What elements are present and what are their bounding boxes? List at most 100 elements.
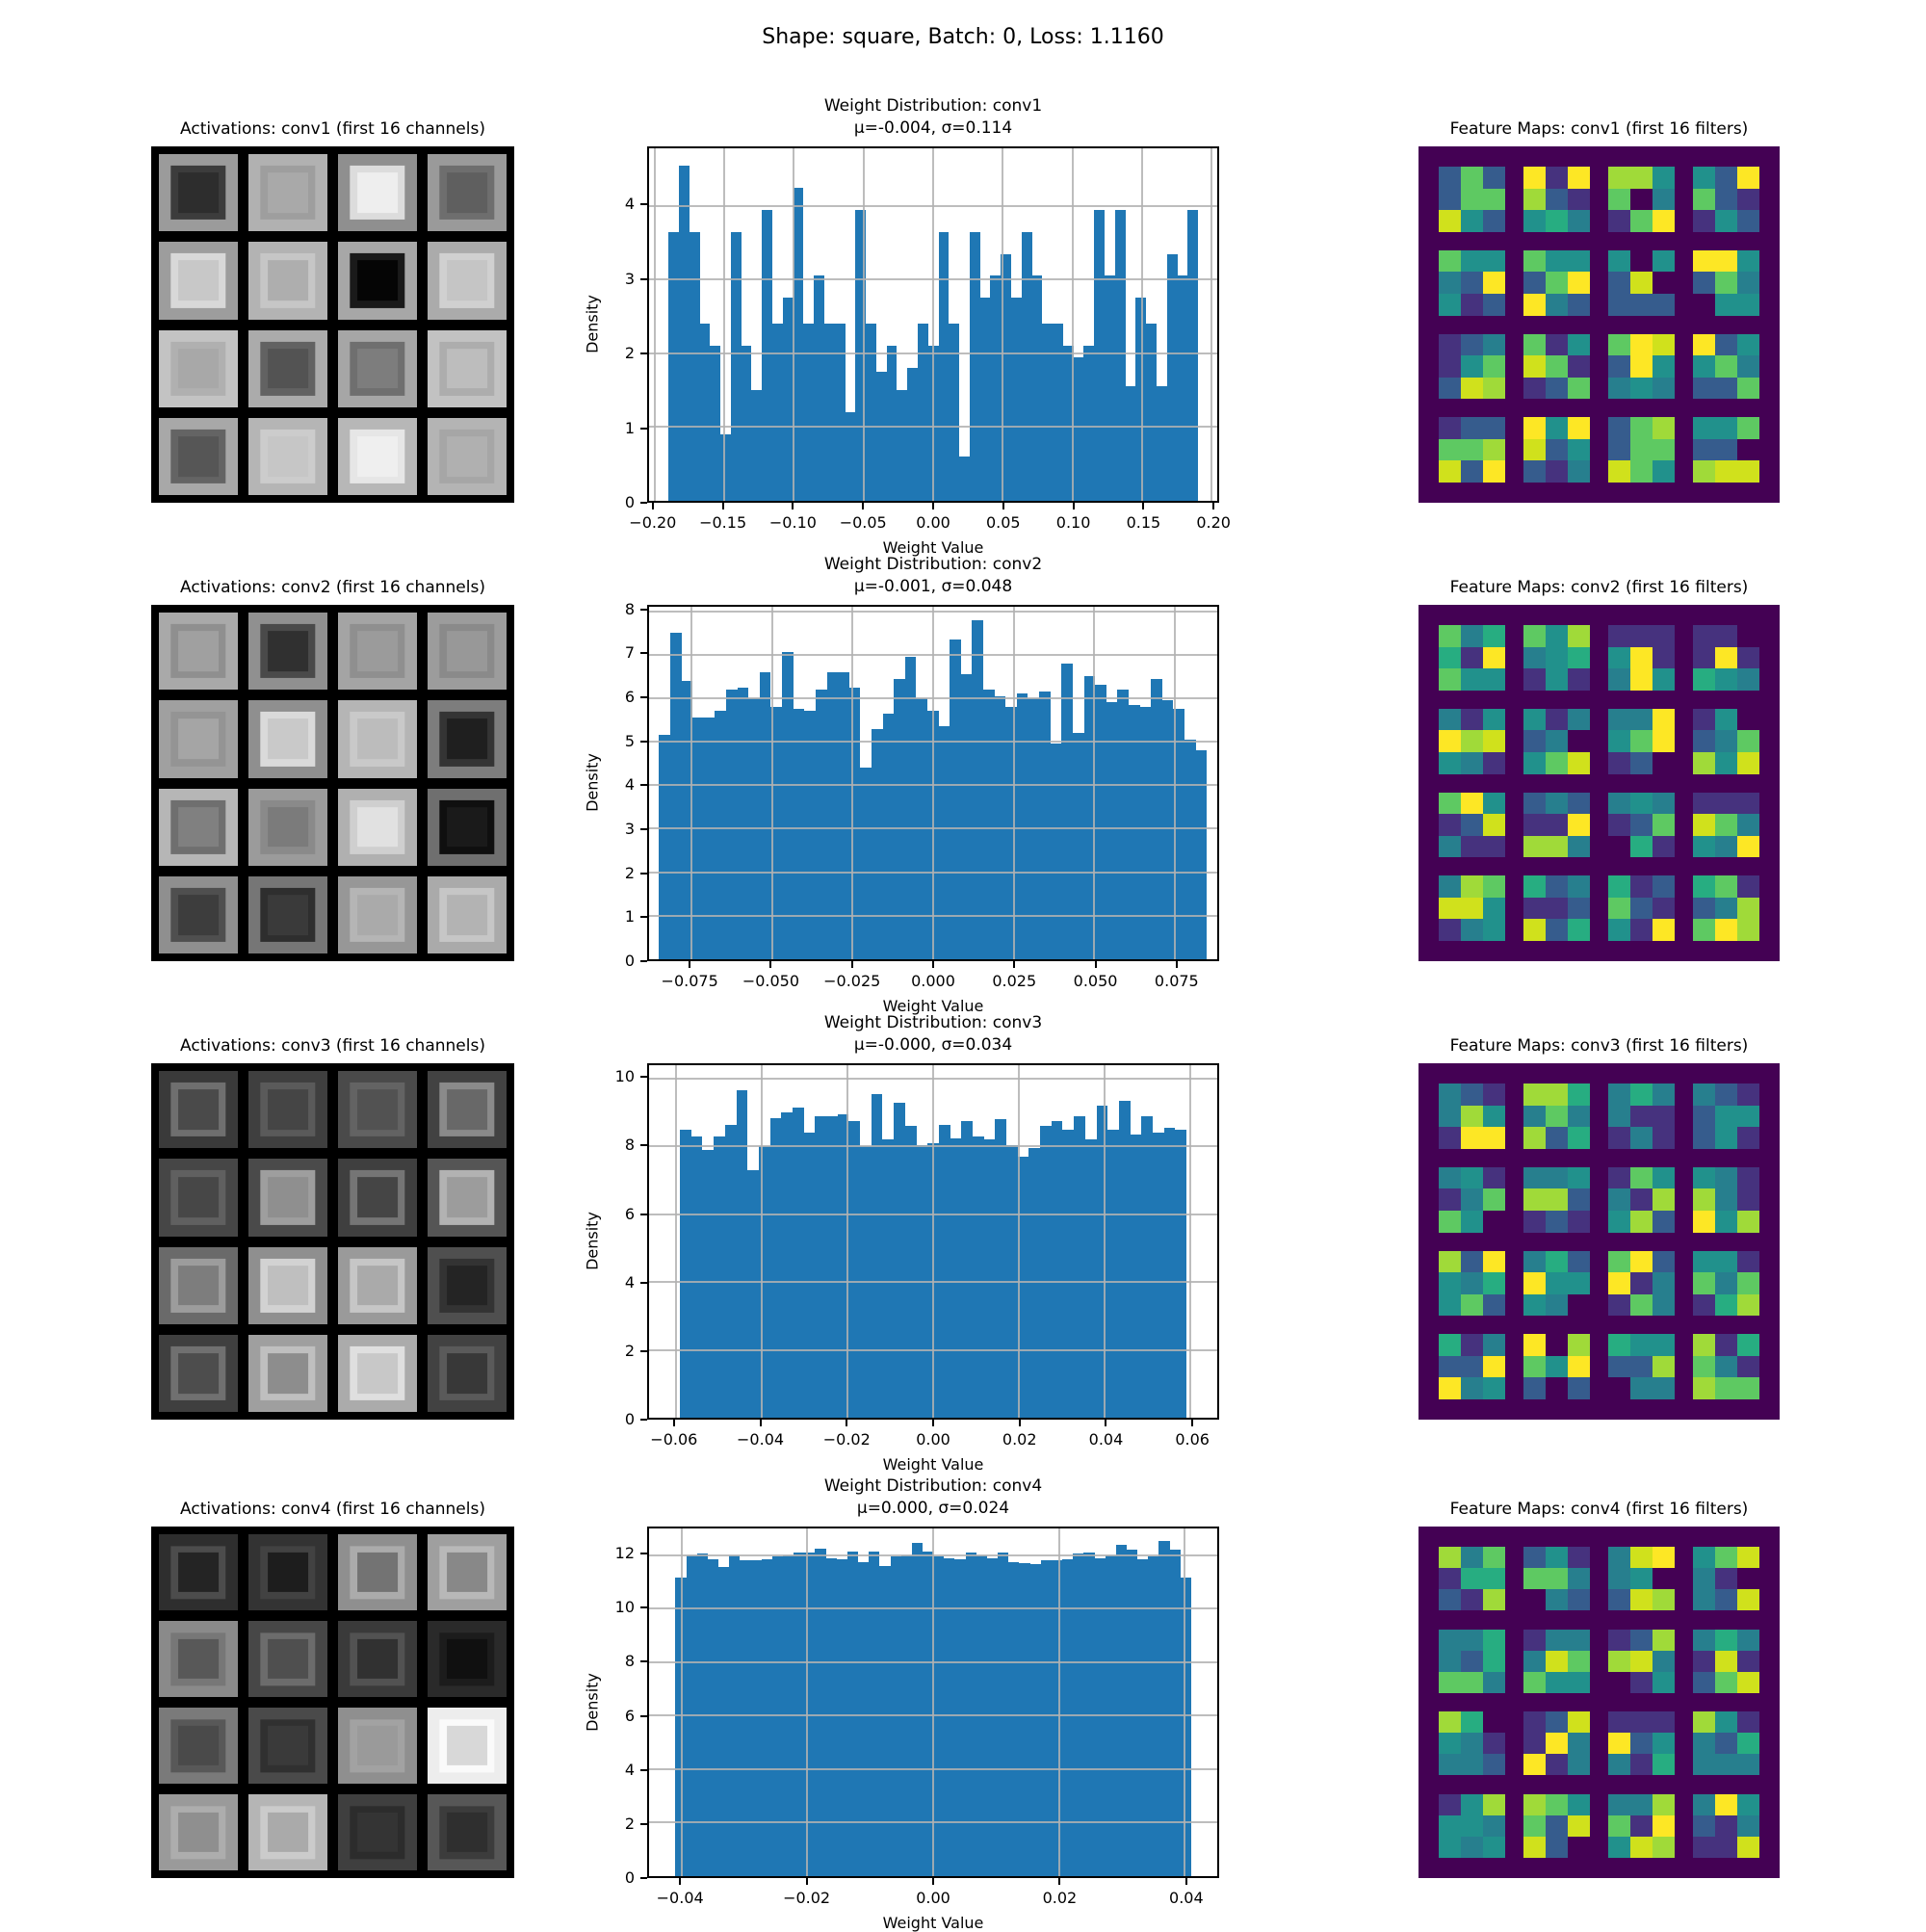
feature-map-tile xyxy=(1693,625,1759,691)
fm-pixel xyxy=(1546,730,1568,752)
fm-pixel xyxy=(1568,1083,1590,1106)
fm-pixel xyxy=(1461,1105,1483,1128)
activation-cell xyxy=(248,1708,327,1784)
fm-pixel xyxy=(1608,1793,1630,1815)
y-tickmark xyxy=(640,1768,647,1771)
activation-cell xyxy=(159,700,238,778)
fm-pixel xyxy=(1630,1377,1653,1399)
fm-pixel xyxy=(1523,1105,1546,1128)
y-gridline xyxy=(649,610,1217,613)
hist-bar xyxy=(969,231,980,501)
hist-bar xyxy=(1151,678,1162,959)
fm-pixel xyxy=(1546,1815,1568,1837)
hist-bar xyxy=(866,324,876,501)
fm-pixel xyxy=(1693,188,1715,211)
fm-pixel xyxy=(1483,1650,1505,1672)
fm-pixel xyxy=(1653,249,1675,273)
activation-cell xyxy=(248,1159,327,1237)
fm-pixel xyxy=(1568,1793,1590,1815)
hist-bar xyxy=(838,671,849,959)
y-tick-label: 5 xyxy=(624,731,635,750)
fm-pixel xyxy=(1693,1083,1715,1106)
fm-pixel xyxy=(1653,1733,1675,1755)
fm-pixel xyxy=(1483,377,1505,400)
feature-map-tile xyxy=(1693,417,1759,483)
activation-frame xyxy=(350,166,405,221)
x-gridline xyxy=(1104,1065,1106,1418)
x-tick-label: 0.10 xyxy=(1055,513,1091,532)
x-gridline xyxy=(674,1065,677,1418)
y-gridline xyxy=(649,653,1217,656)
activation-frame xyxy=(350,1632,405,1686)
y-tick-label: 10 xyxy=(614,1598,635,1617)
fm-pixel xyxy=(1653,919,1675,941)
activation-frame xyxy=(260,799,316,854)
activation-frame xyxy=(260,1545,316,1600)
fm-pixel xyxy=(1630,188,1653,211)
fm-pixel xyxy=(1693,167,1715,189)
fm-pixel xyxy=(1546,646,1568,669)
activation-square xyxy=(177,1089,220,1130)
fm-pixel xyxy=(1523,835,1546,858)
activation-frame xyxy=(260,341,316,396)
hist-bar xyxy=(1173,709,1185,959)
fm-pixel xyxy=(1630,1650,1653,1672)
activation-frame xyxy=(439,429,495,483)
fm-pixel xyxy=(1523,1355,1546,1378)
activation-square xyxy=(267,436,309,477)
hist-bar xyxy=(894,1102,905,1418)
fm-pixel xyxy=(1715,897,1737,920)
fm-pixel xyxy=(1653,1355,1675,1378)
fm-pixel xyxy=(1693,1377,1715,1399)
hist-bar xyxy=(724,1124,737,1418)
fm-pixel xyxy=(1630,668,1653,691)
fm-pixel xyxy=(1608,1272,1630,1294)
fm-pixel xyxy=(1715,188,1737,211)
activations-panel-conv1 xyxy=(151,146,514,503)
fm-pixel xyxy=(1737,1815,1759,1837)
hist-bar xyxy=(897,390,908,501)
fm-pixel xyxy=(1546,1589,1568,1611)
activation-cell xyxy=(428,417,507,495)
y-tick-label: 6 xyxy=(624,1706,635,1725)
fm-pixel xyxy=(1439,1250,1461,1273)
hist-bar xyxy=(1135,298,1147,501)
hist-bar xyxy=(1125,386,1136,501)
hist-stats-conv4: μ=0.000, σ=0.024 xyxy=(856,1499,1010,1518)
y-tickmark xyxy=(640,352,647,355)
hist-bar xyxy=(875,372,887,501)
fm-pixel xyxy=(1523,708,1546,731)
x-tickmark xyxy=(679,1878,682,1885)
activation-square xyxy=(356,806,399,848)
fm-pixel xyxy=(1439,875,1461,898)
activation-cell xyxy=(338,329,417,407)
fm-pixel xyxy=(1546,1272,1568,1294)
activation-cell xyxy=(338,1334,417,1412)
fm-pixel xyxy=(1630,919,1653,941)
y-gridline xyxy=(649,352,1217,354)
activation-cell xyxy=(248,154,327,232)
activation-square xyxy=(177,1553,220,1592)
fm-pixel xyxy=(1483,438,1505,461)
activation-frame xyxy=(170,887,226,942)
fm-pixel xyxy=(1439,1127,1461,1149)
fm-pixel xyxy=(1653,1793,1675,1815)
fm-pixel xyxy=(1546,1334,1568,1356)
activation-cell xyxy=(248,329,327,407)
activation-cell xyxy=(248,1334,327,1412)
fm-pixel xyxy=(1608,1836,1630,1858)
fm-pixel xyxy=(1461,1272,1483,1294)
fm-pixel xyxy=(1693,333,1715,356)
feature-map-tile xyxy=(1693,1629,1759,1694)
fm-pixel xyxy=(1715,646,1737,669)
activation-square xyxy=(267,1353,309,1394)
hist-bar xyxy=(1195,750,1208,959)
fm-pixel xyxy=(1461,1250,1483,1273)
y-tick-label: 7 xyxy=(624,643,635,663)
hist-bar xyxy=(972,1136,984,1418)
hist-bar xyxy=(718,1567,730,1876)
activation-frame xyxy=(170,1083,226,1137)
fm-pixel xyxy=(1630,751,1653,774)
fm-pixel xyxy=(1546,668,1568,691)
hist-bar xyxy=(762,209,773,501)
